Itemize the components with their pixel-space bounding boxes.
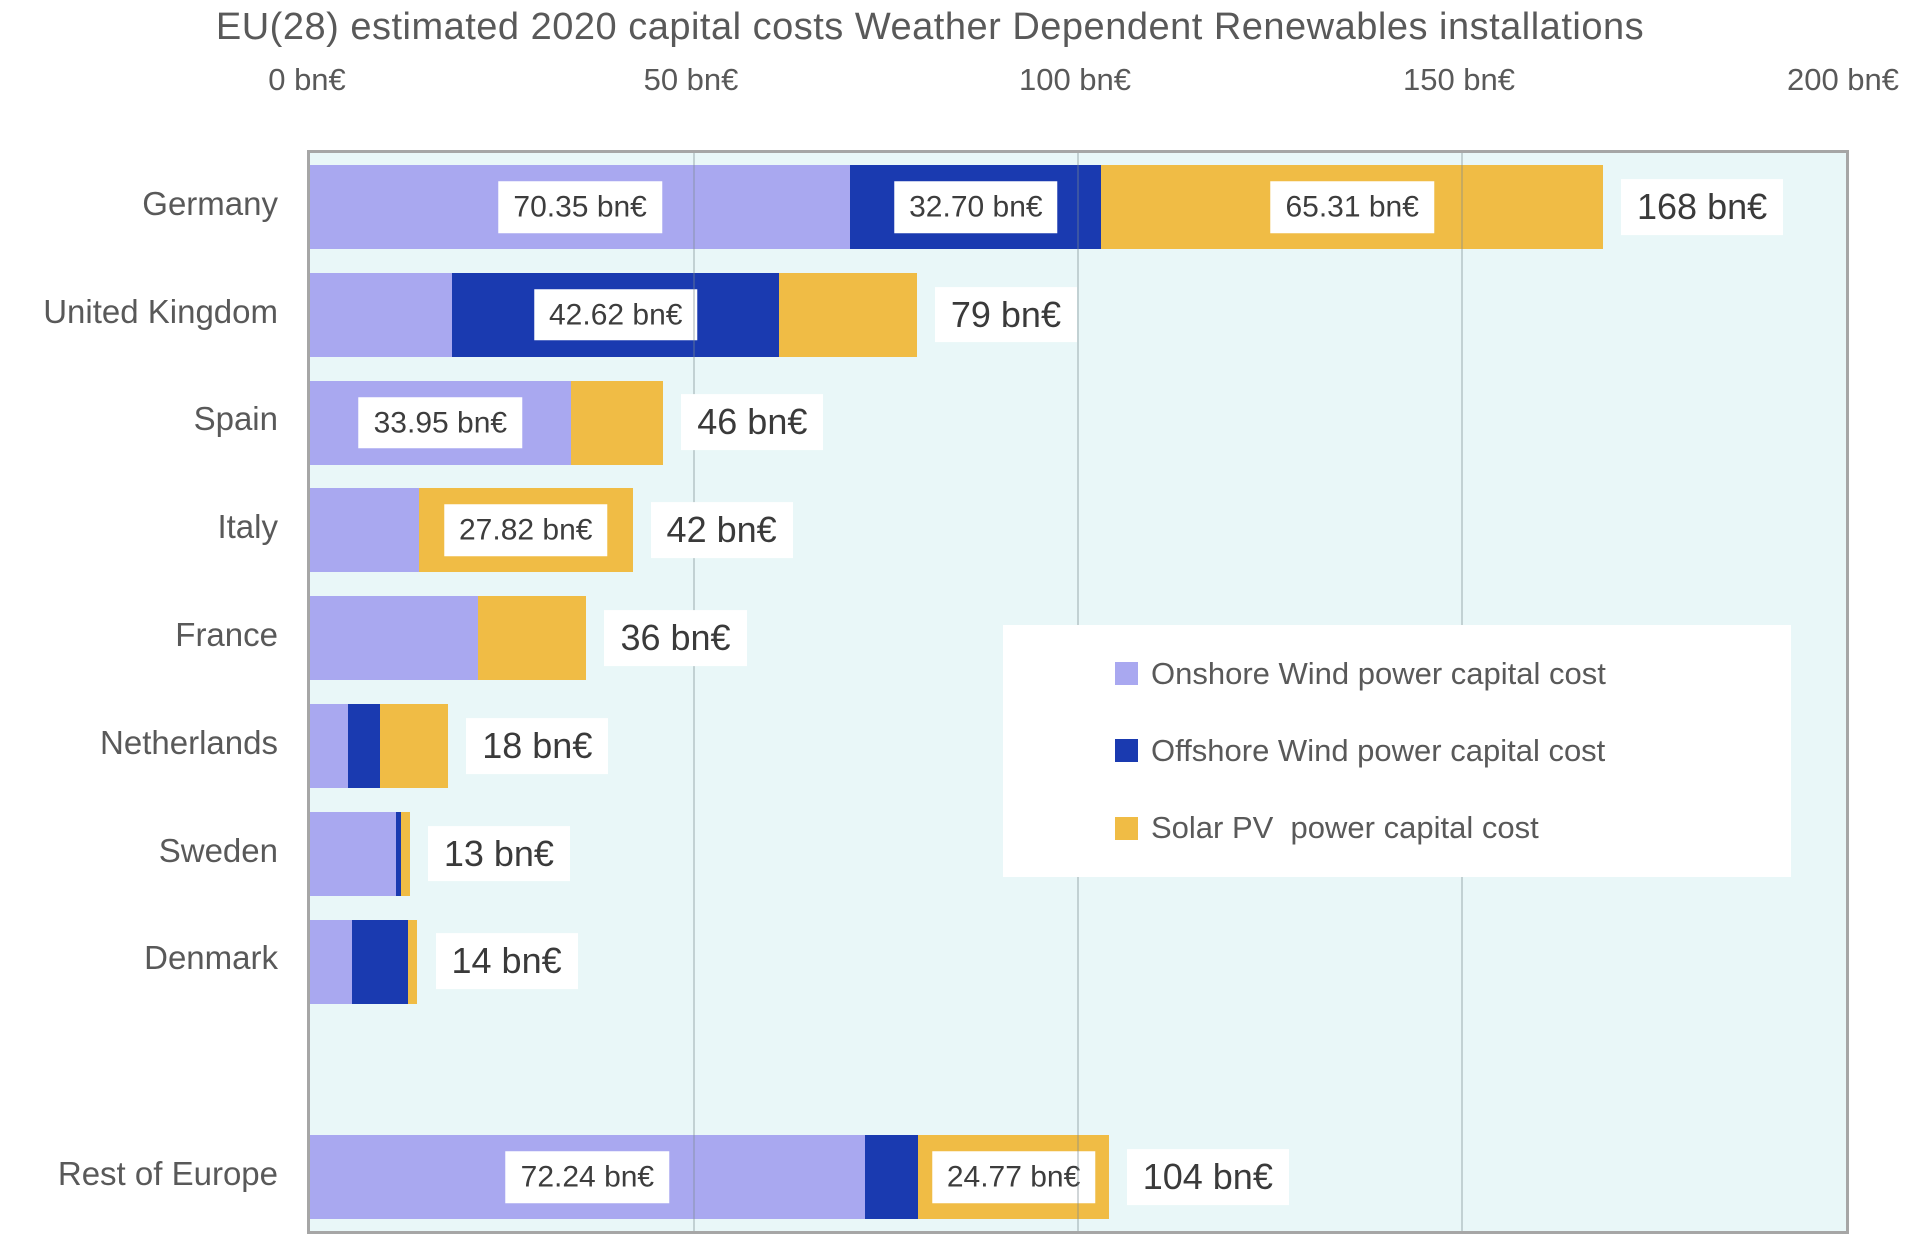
bar-segment-solar: 27.82 bn€ xyxy=(418,488,633,573)
bar-segment-onshore: 33.95 bn€ xyxy=(310,380,571,465)
segment-value-label: 42.62 bn€ xyxy=(534,289,698,341)
stacked-bar: 72.24 bn€ 24.77 bn€ xyxy=(310,1135,1109,1220)
bar-segment-onshore xyxy=(310,704,348,788)
bar-segment-onshore: 70.35 bn€ xyxy=(310,165,851,249)
stacked-bar xyxy=(310,596,587,681)
bar-row-france: 36 bn€ xyxy=(310,584,1846,692)
legend-swatch-icon xyxy=(1115,739,1138,763)
category-label-denmark: Denmark xyxy=(144,939,278,977)
legend-swatch-icon xyxy=(1115,662,1138,686)
segment-value-label: 65.31 bn€ xyxy=(1270,181,1434,233)
bar-segment-offshore xyxy=(347,704,380,788)
bar-segment-solar: 24.77 bn€ xyxy=(918,1135,1109,1220)
segment-value-label: 27.82 bn€ xyxy=(443,504,608,557)
bar-segment-solar xyxy=(407,919,418,1004)
stacked-bar: 70.35 bn€ 32.70 bn€ 65.31 bn€ xyxy=(310,165,1603,249)
bar-segment-offshore xyxy=(864,1135,919,1220)
total-value-label: 36 bn€ xyxy=(604,610,747,666)
category-label-rest-of-europe: Rest of Europe xyxy=(57,1155,278,1193)
plot-area: 70.35 bn€ 32.70 bn€ 65.31 bn€ 168 bn€ 42.62 … xyxy=(307,150,1849,1234)
total-value-label: 79 bn€ xyxy=(934,286,1077,343)
stacked-bar: 42.62 bn€ xyxy=(310,272,917,357)
x-axis: 0 bn€ 50 bn€ 100 bn€ 150 bn€ 200 bn€ xyxy=(0,62,1920,106)
bar-row-netherlands: 18 bn€ xyxy=(310,692,1846,800)
legend-label: Solar PV power capital cost xyxy=(1151,810,1539,846)
total-value-label: 104 bn€ xyxy=(1126,1149,1289,1205)
bar-row-spain: 33.95 bn€ 46 bn€ xyxy=(310,369,1846,477)
bar-segment-solar xyxy=(400,811,410,896)
stacked-bar xyxy=(310,704,449,788)
bar-segment-onshore: 72.24 bn€ xyxy=(310,1135,865,1220)
total-value-label: 13 bn€ xyxy=(427,825,570,882)
bar-segment-onshore xyxy=(310,811,397,896)
bar-segment-onshore xyxy=(310,919,353,1004)
bar-segment-solar xyxy=(478,596,587,681)
bar-segment-offshore: 42.62 bn€ xyxy=(452,272,780,357)
x-axis-tick-label: 200 bn€ xyxy=(1786,62,1900,97)
bar-segment-solar xyxy=(779,272,917,357)
segment-value-label: 33.95 bn€ xyxy=(358,396,523,449)
bar-row-sweden: 13 bn€ xyxy=(310,800,1846,908)
total-value-label: 42 bn€ xyxy=(650,502,793,559)
bar-segment-solar: 65.31 bn€ xyxy=(1101,165,1603,249)
category-label-italy: Italy xyxy=(217,508,278,546)
bar-row-denmark: 14 bn€ xyxy=(310,908,1846,1016)
bar-row-germany: 70.35 bn€ 32.70 bn€ 65.31 bn€ 168 bn€ xyxy=(310,153,1846,261)
bar-segment-onshore xyxy=(310,596,479,681)
bar-row-rest-of-europe: 72.24 bn€ 24.77 bn€ 104 bn€ xyxy=(310,1123,1846,1231)
bar-segment-onshore xyxy=(310,488,419,573)
x-axis-tick-label: 50 bn€ xyxy=(643,62,739,97)
segment-value-label: 32.70 bn€ xyxy=(894,181,1058,233)
total-value-label: 46 bn€ xyxy=(681,394,824,451)
bar-segment-offshore xyxy=(396,811,401,896)
category-label-united-kingdom: United Kingdom xyxy=(43,292,278,330)
bar-segment-offshore: 32.70 bn€ xyxy=(850,165,1102,249)
total-value-label: 18 bn€ xyxy=(466,717,609,774)
category-label-france: France xyxy=(175,616,278,654)
legend-item-solar: Solar PV power capital cost xyxy=(1003,810,1791,846)
category-label-sweden: Sweden xyxy=(158,831,278,869)
stacked-bar xyxy=(310,811,410,896)
stacked-bar xyxy=(310,919,418,1004)
bar-segment-onshore xyxy=(310,272,453,357)
x-axis-tick-label: 100 bn€ xyxy=(1018,62,1132,97)
legend: Onshore Wind power capital cost Offshore … xyxy=(1003,625,1791,877)
legend-item-onshore: Onshore Wind power capital cost xyxy=(1003,656,1791,692)
bar-segment-solar xyxy=(379,704,449,788)
total-value-label: 14 bn€ xyxy=(435,933,578,990)
y-axis-category-labels: Germany United Kingdom Spain Italy France Net… xyxy=(0,150,292,1228)
stacked-bar: 27.82 bn€ xyxy=(310,488,633,573)
legend-swatch-icon xyxy=(1115,816,1138,840)
category-label-netherlands: Netherlands xyxy=(100,723,278,761)
category-label-germany: Germany xyxy=(142,184,278,222)
bar-segment-offshore xyxy=(352,919,408,1004)
gridline xyxy=(693,153,695,1231)
segment-value-label: 72.24 bn€ xyxy=(505,1151,670,1203)
segment-value-label: 24.77 bn€ xyxy=(931,1151,1096,1203)
category-label-spain: Spain xyxy=(193,400,278,438)
stacked-bar: 33.95 bn€ xyxy=(310,380,664,465)
legend-item-offshore: Offshore Wind power capital cost xyxy=(1003,733,1791,769)
bar-row-united-kingdom: 42.62 bn€ 79 bn€ xyxy=(310,261,1846,369)
total-value-label: 168 bn€ xyxy=(1621,178,1784,235)
chart-title: EU(28) estimated 2020 capital costs Weat… xyxy=(215,6,1645,48)
bar-row-italy: 27.82 bn€ 42 bn€ xyxy=(310,476,1846,584)
legend-label: Offshore Wind power capital cost xyxy=(1151,732,1606,768)
segment-value-label: 70.35 bn€ xyxy=(498,181,662,233)
x-axis-tick-label: 0 bn€ xyxy=(268,62,346,97)
bar-segment-solar xyxy=(570,380,664,465)
legend-label: Onshore Wind power capital cost xyxy=(1151,655,1606,691)
x-axis-tick-label: 150 bn€ xyxy=(1402,62,1516,97)
